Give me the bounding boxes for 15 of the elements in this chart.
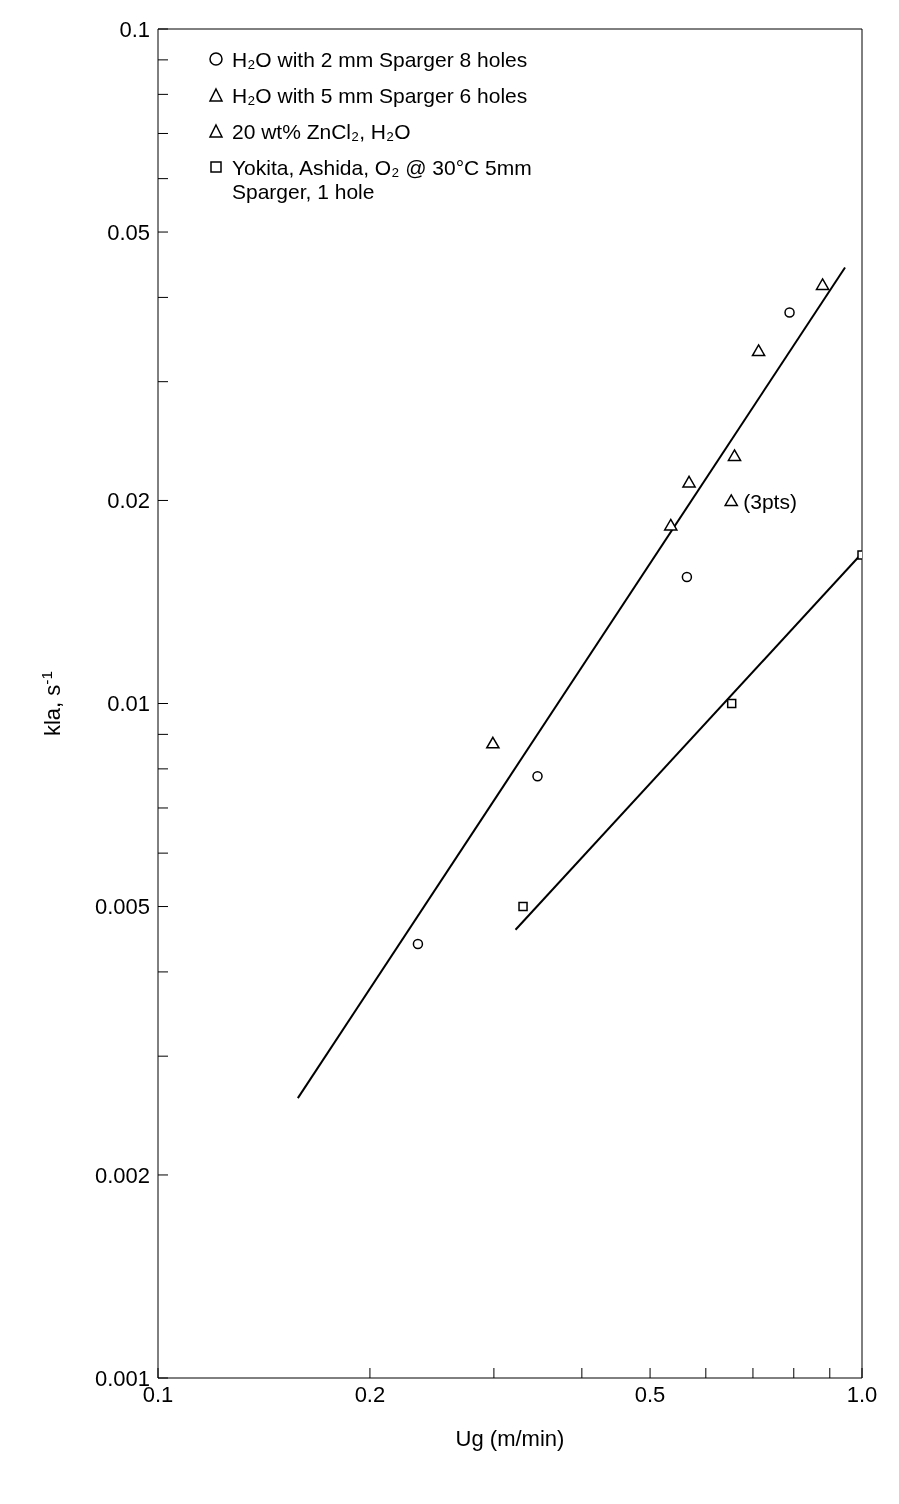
x-axis-title: Ug (m/min)	[455, 1426, 565, 1451]
x-tick-label: 0.2	[354, 1381, 386, 1407]
legend-label: H₂O with 5 mm Sparger 6 holes	[232, 84, 528, 108]
y-tick-label: 0.01	[107, 691, 150, 717]
legend-label: 20 wt% ZnCl₂, H₂O	[232, 120, 411, 144]
legend-label: H₂O with 2 mm Sparger 8 holes	[232, 48, 528, 72]
y-tick-label: 0.02	[107, 488, 150, 514]
y-tick-label: 0.002	[94, 1162, 150, 1188]
y-tick-label: 0.05	[107, 219, 150, 245]
legend-label: Yokita, Ashida, O₂ @ 30°C 5mm Sparger, 1 hole	[232, 156, 533, 204]
annotation: (3pts)	[743, 490, 797, 514]
x-tick-label: 1.0	[846, 1381, 878, 1407]
x-tick-label: 0.5	[634, 1381, 666, 1407]
y-tick-label: 0.1	[119, 16, 150, 42]
y-tick-label: 0.005	[94, 894, 150, 920]
